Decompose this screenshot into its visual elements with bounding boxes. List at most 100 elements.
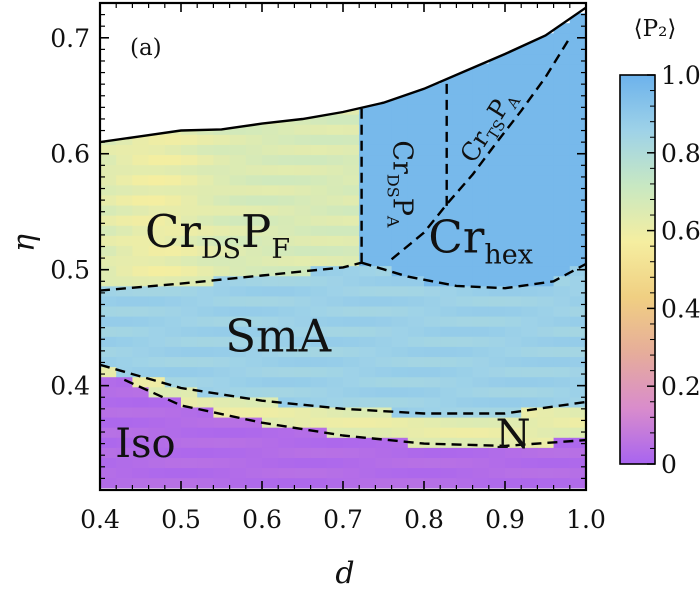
heatmap-cell — [164, 225, 182, 236]
heatmap-cell — [310, 144, 328, 156]
heatmap-cell — [537, 215, 555, 226]
heatmap-cell — [424, 417, 441, 428]
heatmap-cell — [213, 386, 231, 398]
heatmap-cell — [440, 154, 457, 166]
colorbar-tick-label: 0 — [661, 450, 677, 479]
heatmap-cell — [375, 376, 393, 388]
heatmap-cell — [148, 316, 166, 327]
heatmap-cell — [197, 477, 214, 489]
heatmap-cell — [100, 366, 117, 378]
heatmap-cell — [553, 467, 571, 479]
heatmap-cell — [537, 134, 555, 145]
heatmap-cell — [294, 366, 312, 378]
heatmap-cell — [537, 265, 555, 277]
heatmap-cell — [164, 174, 182, 186]
heatmap-cell — [456, 386, 474, 398]
heatmap-cell — [262, 366, 279, 378]
heatmap-cell — [521, 467, 538, 479]
heatmap-cell — [505, 174, 522, 186]
heatmap-cell — [181, 184, 198, 196]
heatmap-cell — [375, 366, 393, 378]
heatmap-cell — [488, 93, 506, 105]
heatmap-cell — [164, 235, 182, 246]
heatmap-cell — [424, 396, 441, 408]
heatmap-cell — [537, 386, 555, 398]
heatmap-cell — [310, 134, 328, 145]
heatmap-cell — [521, 103, 538, 115]
heatmap-cell — [100, 336, 117, 347]
heatmap-cell — [553, 124, 571, 135]
heatmap-cell — [229, 285, 247, 297]
heatmap-cell — [488, 376, 506, 388]
heatmap-cell — [148, 447, 166, 458]
heatmap-cell — [132, 184, 150, 196]
heatmap-cell — [164, 477, 182, 489]
heatmap-cell — [278, 255, 295, 267]
heatmap-cell — [505, 73, 522, 85]
heatmap-cell — [343, 285, 360, 297]
heatmap-cell — [213, 316, 231, 327]
heatmap-cell — [310, 376, 328, 388]
heatmap-cell — [148, 366, 166, 378]
heatmap-cell — [456, 93, 474, 105]
heatmap-cell — [375, 275, 393, 287]
heatmap-cell — [197, 316, 214, 327]
heatmap-cell — [262, 406, 279, 418]
heatmap-cell — [553, 63, 571, 75]
heatmap-cell — [391, 93, 409, 105]
heatmap-cell — [472, 316, 490, 327]
heatmap-cell — [488, 386, 506, 398]
heatmap-cell — [310, 265, 328, 277]
heatmap-cell — [359, 406, 376, 418]
heatmap-cell — [375, 114, 393, 125]
heatmap-cell — [359, 346, 376, 358]
heatmap-cell — [424, 366, 441, 378]
heatmap-cell — [197, 144, 214, 156]
heatmap-cell — [391, 457, 409, 469]
heatmap-cell — [164, 245, 182, 257]
heatmap-cell — [262, 245, 279, 257]
heatmap-cell — [100, 144, 117, 156]
heatmap-cell — [213, 477, 231, 489]
heatmap-cell — [326, 437, 344, 448]
heatmap-cell — [213, 356, 231, 368]
heatmap-cell — [310, 406, 328, 418]
heatmap-cell — [359, 215, 376, 226]
heatmap-cell — [164, 376, 182, 388]
heatmap-cell — [294, 346, 312, 358]
heatmap-cell — [407, 305, 425, 317]
heatmap-cell — [310, 275, 328, 287]
heatmap-cell — [424, 305, 441, 317]
heatmap-cell — [326, 235, 344, 246]
heatmap-cell — [440, 336, 457, 347]
x-axis-ticks: 0.4 0.5 0.6 0.7 0.8 0.9 1.0 — [80, 3, 606, 534]
heatmap-cell — [262, 285, 279, 297]
heatmap-cell — [100, 477, 117, 489]
heatmap-cell — [521, 204, 538, 216]
heatmap-cell — [148, 154, 166, 166]
heatmap-cell — [148, 427, 166, 438]
heatmap-cell — [343, 255, 360, 267]
heatmap-cell — [359, 225, 376, 236]
heatmap-cell — [116, 346, 133, 358]
heatmap-cell — [553, 154, 571, 166]
heatmap-cell — [181, 366, 198, 378]
heatmap-cell — [229, 295, 247, 307]
heatmap-cell — [407, 103, 425, 115]
heatmap-cell — [505, 437, 522, 448]
heatmap-cell — [375, 225, 393, 236]
heatmap-cell — [472, 204, 490, 216]
heatmap-cell — [505, 124, 522, 135]
heatmap-cell — [553, 245, 571, 257]
heatmap-cell — [100, 326, 117, 337]
heatmap-cell — [262, 225, 279, 236]
heatmap-cell — [148, 164, 166, 176]
heatmap-cell — [505, 396, 522, 408]
heatmap-cell — [391, 215, 409, 226]
heatmap-cell — [359, 417, 376, 428]
heatmap-cell — [262, 457, 279, 469]
heatmap-cell — [407, 235, 425, 246]
heatmap-cell — [488, 457, 506, 469]
heatmap-cell — [132, 316, 150, 327]
